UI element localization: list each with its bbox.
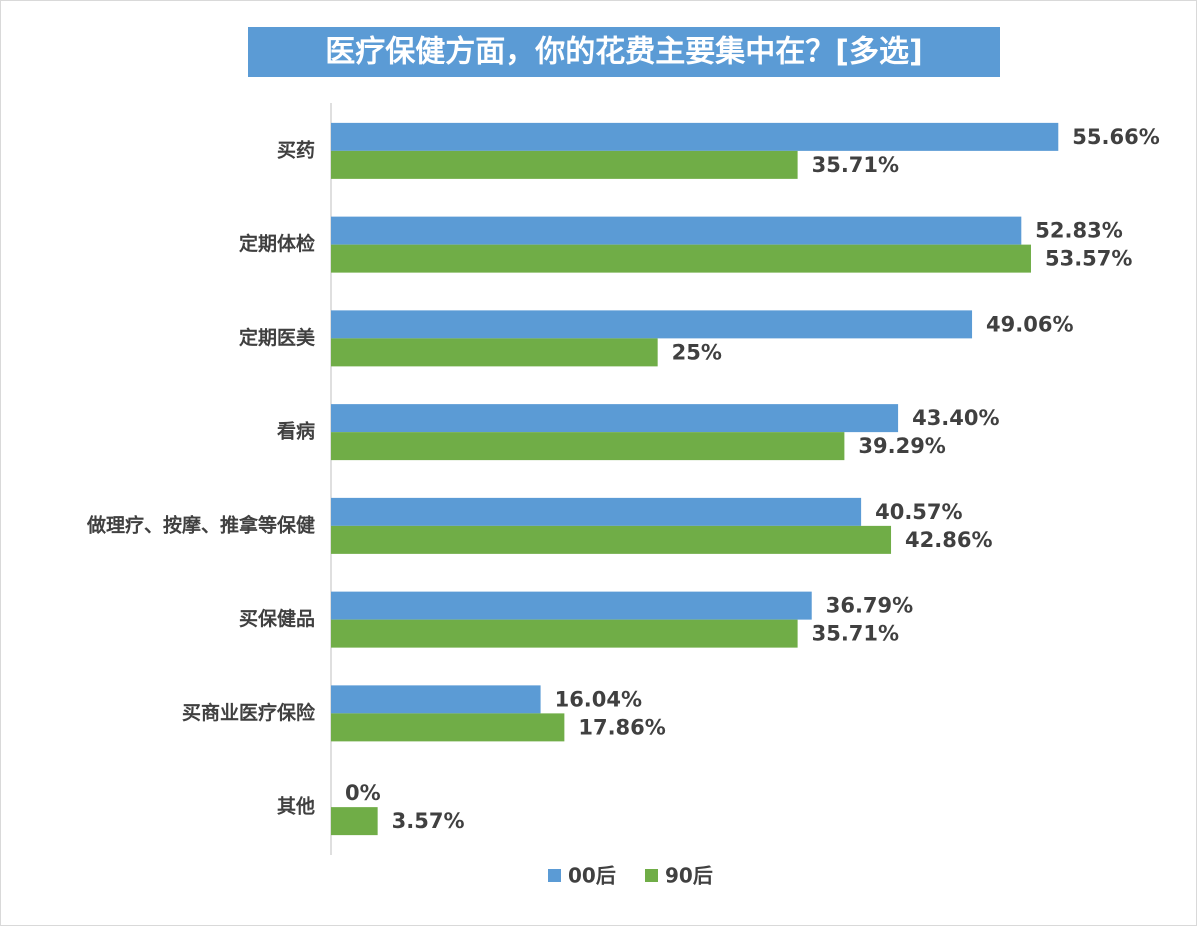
bar [331, 310, 973, 339]
data-label: 36.79% [826, 594, 913, 618]
data-label: 40.57% [875, 500, 962, 524]
bar [331, 338, 658, 367]
bar [331, 244, 1031, 273]
data-label: 17.86% [578, 715, 665, 739]
legend-label: 90后 [665, 864, 713, 888]
y-tick-label: 定期医美 [239, 326, 316, 349]
chart-title: 医疗保健方面，你的花费主要集中在？[多选] [325, 35, 922, 70]
data-label: 49.06% [986, 312, 1073, 336]
bar [331, 432, 845, 461]
bar [331, 525, 892, 554]
bar [331, 713, 565, 742]
bar [331, 150, 798, 179]
data-label: 42.86% [905, 528, 992, 552]
data-label: 43.40% [912, 406, 999, 430]
bar [331, 591, 812, 620]
data-label: 53.57% [1045, 247, 1132, 271]
data-label: 3.57% [392, 809, 465, 833]
y-tick-label: 买保健品 [239, 607, 315, 630]
data-label: 35.71% [812, 153, 899, 177]
y-tick-label: 看病 [276, 420, 315, 443]
y-tick-label: 其他 [277, 795, 315, 818]
data-label: 0% [345, 781, 381, 805]
title-box [248, 27, 1000, 77]
y-tick-label: 定期体检 [239, 232, 315, 255]
bar [331, 619, 798, 648]
legend-swatch [548, 869, 561, 882]
y-tick-label: 做理疗、按摩、推拿等保健 [86, 513, 315, 536]
legend-swatch [645, 869, 658, 882]
bar [331, 807, 378, 836]
bar [331, 404, 899, 433]
bar [331, 685, 541, 714]
data-label: 52.83% [1035, 219, 1122, 243]
y-tick-label: 买商业医疗保险 [182, 701, 316, 724]
data-label: 39.29% [858, 434, 945, 458]
bar [331, 497, 862, 526]
bar [331, 122, 1059, 151]
legend-label: 00后 [568, 864, 616, 888]
data-label: 55.66% [1072, 125, 1159, 149]
y-tick-label: 买药 [277, 138, 315, 161]
data-label: 25% [672, 340, 722, 364]
bar [331, 216, 1022, 245]
data-label: 16.04% [555, 687, 642, 711]
data-label: 35.71% [812, 622, 899, 646]
